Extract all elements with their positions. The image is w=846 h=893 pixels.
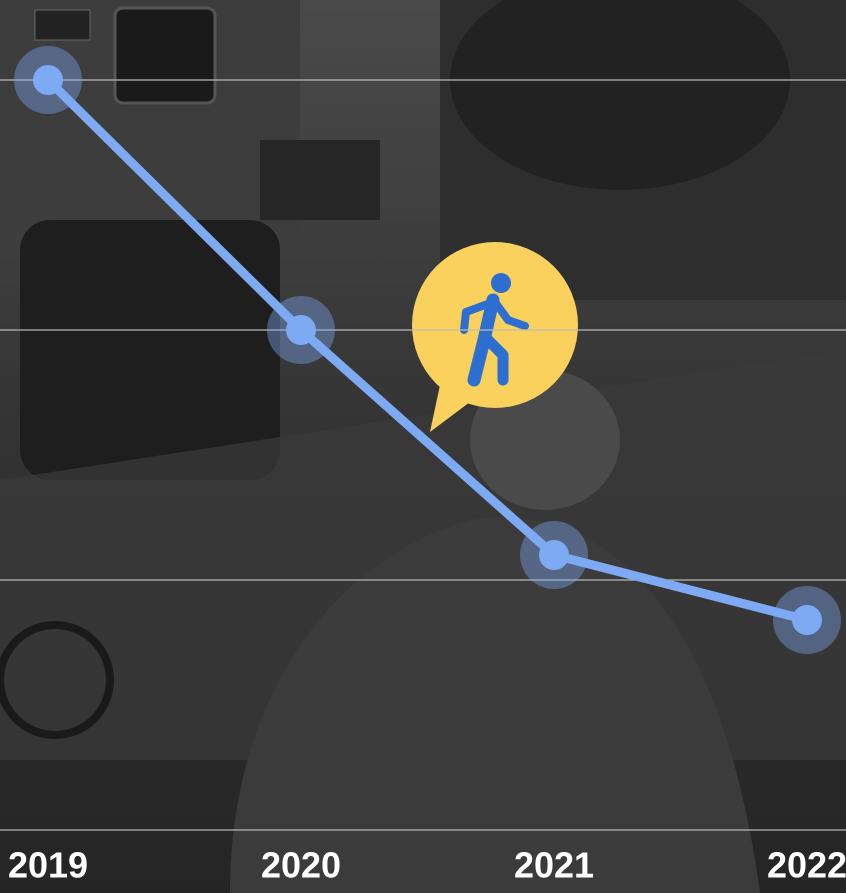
point bbox=[792, 605, 822, 635]
point bbox=[286, 315, 316, 345]
x-tick-label: 2022 bbox=[767, 845, 846, 886]
line bbox=[43, 75, 812, 625]
x-tick-label: 2020 bbox=[261, 845, 341, 886]
x-tick-label: 2021 bbox=[514, 845, 594, 886]
point bbox=[539, 540, 569, 570]
plot: 2019 2020 2021 2022 bbox=[0, 46, 846, 886]
speech-bubble bbox=[412, 242, 578, 432]
point bbox=[33, 65, 63, 95]
x-tick-label: 2019 bbox=[8, 845, 88, 886]
